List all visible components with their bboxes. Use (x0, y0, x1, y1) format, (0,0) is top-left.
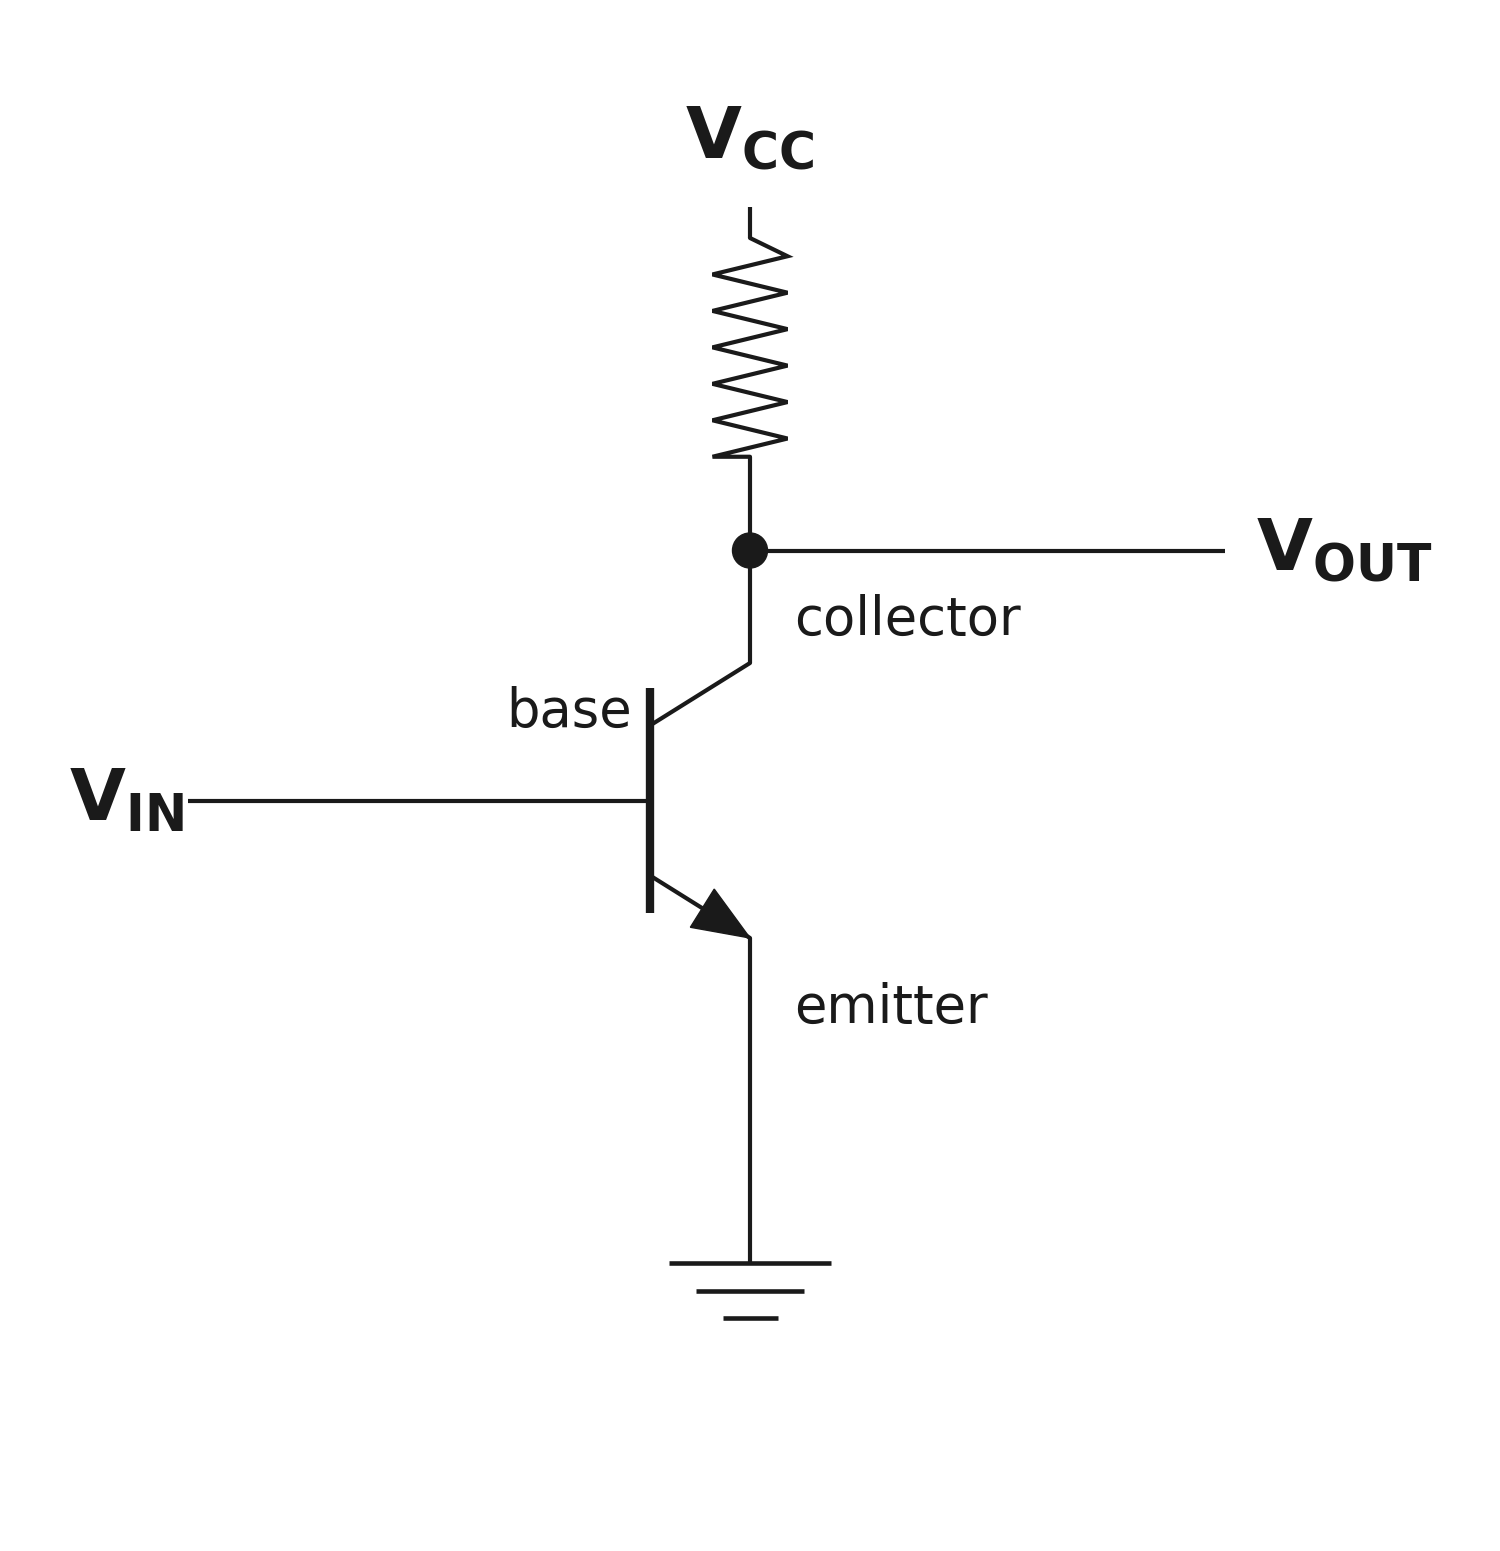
Text: $\mathregular{V_{OUT}}$: $\mathregular{V_{OUT}}$ (1257, 516, 1432, 585)
Circle shape (732, 534, 768, 568)
Polygon shape (690, 889, 750, 938)
Text: $\mathregular{V_{CC}}$: $\mathregular{V_{CC}}$ (686, 104, 814, 172)
Text: emitter: emitter (794, 982, 987, 1035)
Text: collector: collector (794, 594, 1020, 647)
Text: base: base (506, 686, 632, 738)
Text: $\mathregular{V_{IN}}$: $\mathregular{V_{IN}}$ (69, 766, 184, 834)
